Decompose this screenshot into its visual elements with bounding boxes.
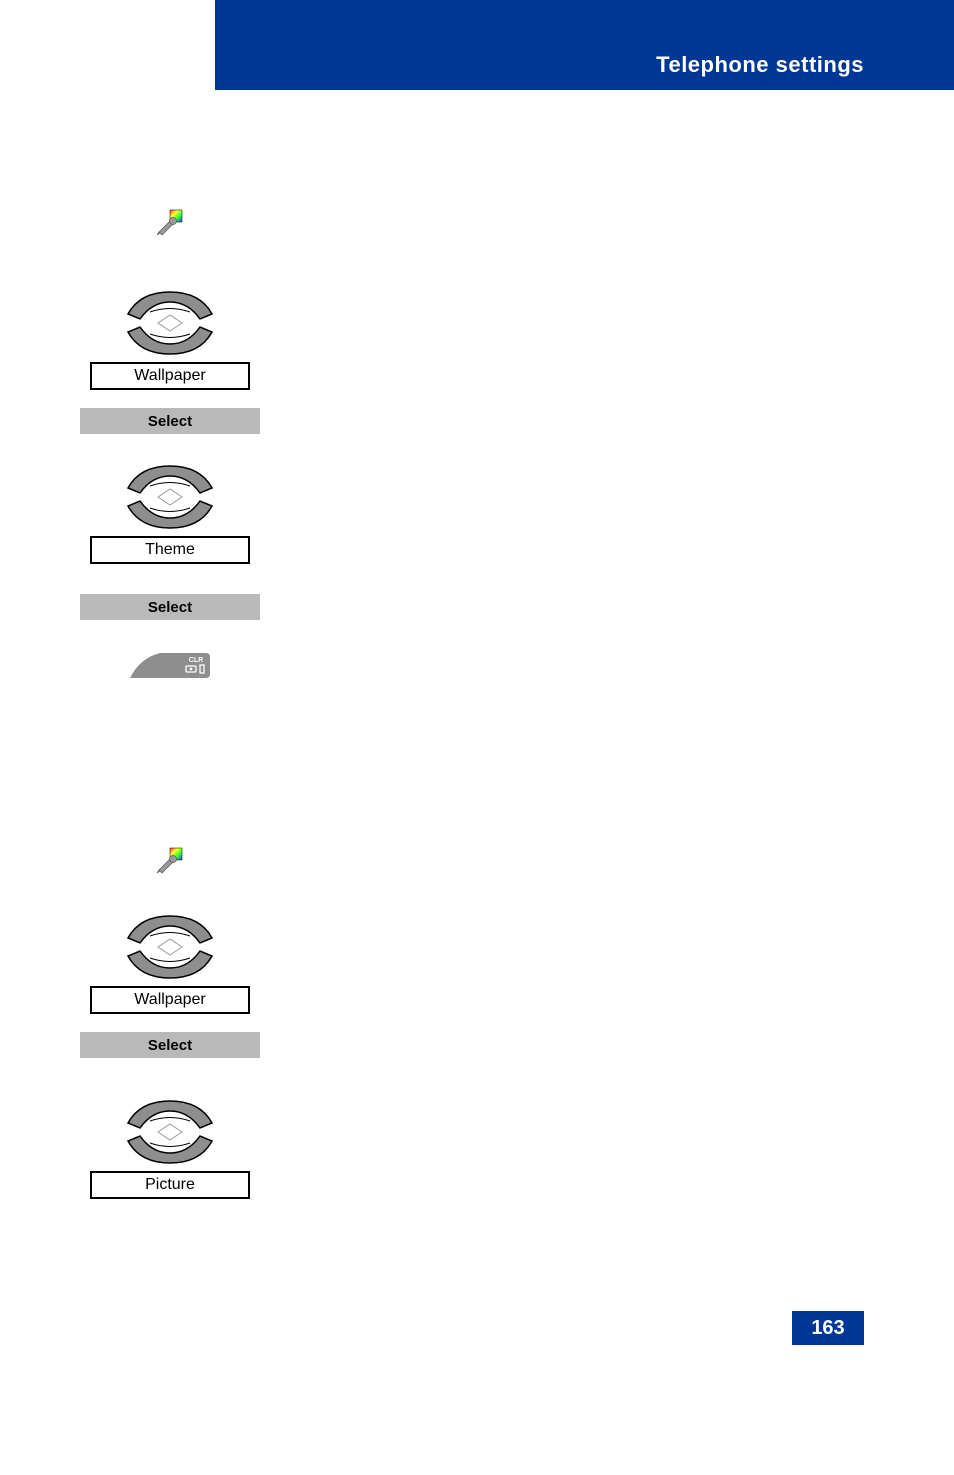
wallpaper-block-1: Wallpaper Select <box>90 284 250 434</box>
settings-icon-row-2 <box>90 844 250 874</box>
select-button[interactable]: Select <box>80 594 260 620</box>
clr-key-row: CLR <box>90 648 250 678</box>
select-button[interactable]: Select <box>80 408 260 434</box>
wallpaper-block-2: Wallpaper Select <box>90 908 250 1058</box>
page: Telephone settings Wa <box>0 0 954 1475</box>
page-number: 163 <box>792 1311 864 1345</box>
picture-option: Picture <box>90 1171 250 1199</box>
settings-icon <box>155 206 185 236</box>
picture-block: Picture <box>90 1093 250 1199</box>
theme-option: Theme <box>90 536 250 564</box>
wallpaper-option: Wallpaper <box>90 362 250 390</box>
header-band: Telephone settings <box>215 0 954 90</box>
theme-block: Theme Select <box>90 458 250 620</box>
select-button[interactable]: Select <box>80 1032 260 1058</box>
clr-key[interactable]: CLR <box>130 648 210 678</box>
settings-icon <box>155 844 185 874</box>
wallpaper-option: Wallpaper <box>90 986 250 1014</box>
up-down-icon <box>120 908 220 986</box>
svg-text:CLR: CLR <box>189 657 203 664</box>
up-down-icon <box>120 1093 220 1171</box>
up-down-icon <box>120 284 220 362</box>
up-down-icon <box>120 458 220 536</box>
header-title: Telephone settings <box>656 52 864 78</box>
settings-icon-row-1 <box>90 206 250 236</box>
